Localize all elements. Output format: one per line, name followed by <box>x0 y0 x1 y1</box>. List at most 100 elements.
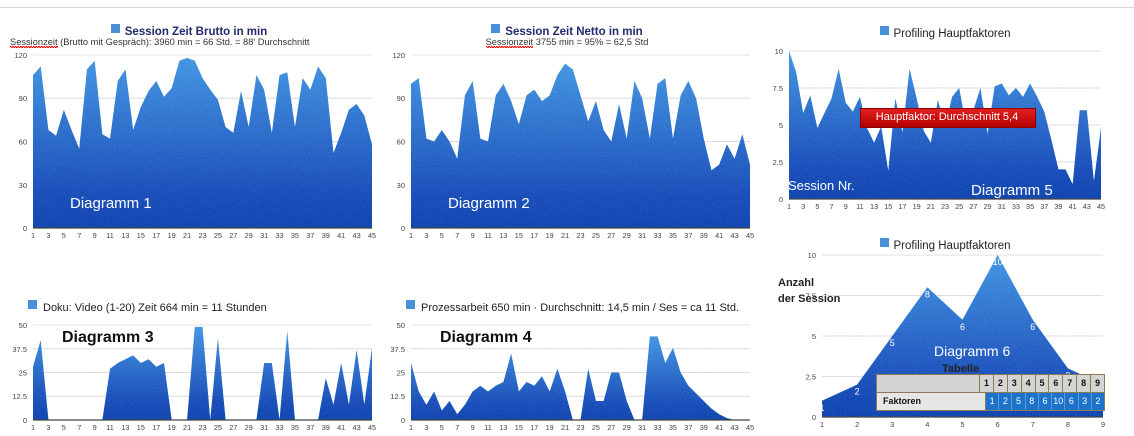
svg-text:3: 3 <box>46 231 50 240</box>
svg-text:1: 1 <box>820 420 824 429</box>
svg-text:17: 17 <box>152 423 160 432</box>
svg-text:60: 60 <box>397 138 405 147</box>
svg-text:25: 25 <box>592 231 600 240</box>
svg-text:10: 10 <box>808 251 816 260</box>
svg-text:60: 60 <box>19 138 27 147</box>
svg-text:10: 10 <box>775 47 783 56</box>
svg-text:15: 15 <box>137 231 145 240</box>
svg-text:19: 19 <box>546 423 554 432</box>
svg-text:21: 21 <box>183 231 191 240</box>
svg-text:45: 45 <box>368 231 376 240</box>
svg-text:7: 7 <box>1031 420 1035 429</box>
svg-text:90: 90 <box>19 94 27 103</box>
svg-text:1: 1 <box>31 423 35 432</box>
svg-text:17: 17 <box>530 423 538 432</box>
svg-text:41: 41 <box>715 423 723 432</box>
svg-text:3: 3 <box>424 423 428 432</box>
svg-text:0: 0 <box>401 416 405 425</box>
svg-text:43: 43 <box>731 231 739 240</box>
svg-text:41: 41 <box>337 231 345 240</box>
svg-text:5: 5 <box>812 332 816 341</box>
svg-text:31: 31 <box>260 423 268 432</box>
svg-text:29: 29 <box>623 231 631 240</box>
svg-text:15: 15 <box>884 202 892 211</box>
svg-text:21: 21 <box>183 423 191 432</box>
svg-text:0: 0 <box>23 224 27 233</box>
svg-text:31: 31 <box>260 231 268 240</box>
svg-text:41: 41 <box>337 423 345 432</box>
svg-text:37.5: 37.5 <box>12 345 27 354</box>
svg-text:3: 3 <box>801 202 805 211</box>
svg-text:43: 43 <box>1083 202 1091 211</box>
svg-text:90: 90 <box>397 94 405 103</box>
svg-text:11: 11 <box>484 423 492 432</box>
svg-text:43: 43 <box>731 423 739 432</box>
svg-text:8: 8 <box>1066 420 1070 429</box>
svg-text:25: 25 <box>397 369 405 378</box>
svg-text:9: 9 <box>1101 420 1105 429</box>
svg-text:19: 19 <box>546 231 554 240</box>
svg-text:35: 35 <box>291 423 299 432</box>
svg-text:6: 6 <box>960 322 965 332</box>
svg-text:5: 5 <box>960 420 964 429</box>
svg-text:1: 1 <box>409 231 413 240</box>
svg-text:37.5: 37.5 <box>390 345 405 354</box>
svg-text:4: 4 <box>925 420 929 429</box>
svg-text:30: 30 <box>397 181 405 190</box>
svg-text:17: 17 <box>530 231 538 240</box>
svg-text:25: 25 <box>955 202 963 211</box>
svg-text:35: 35 <box>669 423 677 432</box>
svg-text:7: 7 <box>77 423 81 432</box>
svg-text:33: 33 <box>653 423 661 432</box>
svg-text:9: 9 <box>471 423 475 432</box>
svg-text:39: 39 <box>700 423 708 432</box>
svg-text:50: 50 <box>19 321 27 330</box>
svg-text:27: 27 <box>607 423 615 432</box>
svg-text:19: 19 <box>913 202 921 211</box>
svg-text:9: 9 <box>93 423 97 432</box>
svg-text:39: 39 <box>1054 202 1062 211</box>
svg-text:25: 25 <box>592 423 600 432</box>
svg-text:37: 37 <box>684 423 692 432</box>
svg-text:13: 13 <box>121 231 129 240</box>
svg-text:8: 8 <box>925 289 930 299</box>
svg-text:41: 41 <box>715 231 723 240</box>
svg-text:19: 19 <box>168 231 176 240</box>
svg-text:21: 21 <box>561 231 569 240</box>
svg-text:13: 13 <box>870 202 878 211</box>
svg-text:7: 7 <box>455 423 459 432</box>
svg-text:11: 11 <box>484 231 492 240</box>
svg-text:3: 3 <box>890 420 894 429</box>
svg-text:1: 1 <box>409 423 413 432</box>
svg-text:120: 120 <box>14 51 27 60</box>
svg-text:31: 31 <box>638 423 646 432</box>
svg-text:2.5: 2.5 <box>806 373 816 382</box>
svg-text:13: 13 <box>121 423 129 432</box>
svg-text:17: 17 <box>152 231 160 240</box>
svg-text:27: 27 <box>607 231 615 240</box>
svg-text:35: 35 <box>291 231 299 240</box>
svg-text:0: 0 <box>401 224 405 233</box>
svg-text:0: 0 <box>779 195 783 204</box>
svg-text:0: 0 <box>23 416 27 425</box>
svg-text:5: 5 <box>779 121 783 130</box>
svg-text:3: 3 <box>424 231 428 240</box>
svg-text:6: 6 <box>1030 322 1035 332</box>
svg-text:7: 7 <box>830 202 834 211</box>
svg-text:23: 23 <box>576 423 584 432</box>
svg-text:15: 15 <box>515 231 523 240</box>
svg-text:7: 7 <box>77 231 81 240</box>
svg-text:30: 30 <box>19 181 27 190</box>
svg-text:3: 3 <box>46 423 50 432</box>
svg-text:5: 5 <box>440 423 444 432</box>
svg-text:43: 43 <box>353 423 361 432</box>
svg-text:37: 37 <box>1040 202 1048 211</box>
svg-text:9: 9 <box>844 202 848 211</box>
svg-text:13: 13 <box>499 231 507 240</box>
svg-text:120: 120 <box>392 51 405 60</box>
svg-text:11: 11 <box>856 202 864 211</box>
svg-text:39: 39 <box>322 423 330 432</box>
svg-text:45: 45 <box>746 231 754 240</box>
svg-text:27: 27 <box>969 202 977 211</box>
svg-text:29: 29 <box>623 423 631 432</box>
